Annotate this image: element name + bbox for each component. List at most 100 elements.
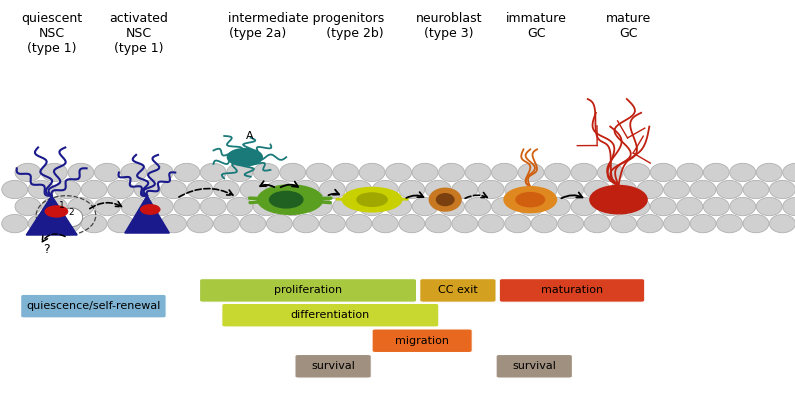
- Ellipse shape: [611, 180, 637, 198]
- Ellipse shape: [55, 215, 80, 233]
- Text: maturation: maturation: [541, 285, 603, 296]
- Ellipse shape: [293, 215, 319, 233]
- Ellipse shape: [452, 215, 478, 233]
- Ellipse shape: [704, 197, 729, 216]
- Circle shape: [45, 206, 68, 217]
- Ellipse shape: [730, 163, 756, 182]
- FancyBboxPatch shape: [295, 354, 371, 378]
- Ellipse shape: [41, 163, 68, 182]
- Ellipse shape: [730, 197, 756, 216]
- Ellipse shape: [332, 163, 359, 182]
- Ellipse shape: [690, 180, 716, 198]
- Ellipse shape: [439, 163, 464, 182]
- Ellipse shape: [386, 163, 412, 182]
- Ellipse shape: [121, 197, 147, 216]
- Ellipse shape: [227, 197, 253, 216]
- Ellipse shape: [412, 163, 438, 182]
- Ellipse shape: [505, 180, 530, 198]
- Ellipse shape: [436, 194, 454, 206]
- Ellipse shape: [518, 197, 544, 216]
- Ellipse shape: [386, 197, 412, 216]
- Ellipse shape: [15, 197, 41, 216]
- FancyArrowPatch shape: [406, 192, 424, 198]
- Ellipse shape: [29, 215, 54, 233]
- Circle shape: [504, 187, 556, 213]
- Ellipse shape: [346, 215, 372, 233]
- Ellipse shape: [650, 163, 677, 182]
- FancyBboxPatch shape: [372, 329, 472, 353]
- Text: quiescent
NSC
(type 1): quiescent NSC (type 1): [21, 12, 82, 55]
- Ellipse shape: [60, 208, 83, 227]
- Ellipse shape: [412, 197, 438, 216]
- Ellipse shape: [716, 215, 743, 233]
- Ellipse shape: [95, 197, 120, 216]
- Ellipse shape: [624, 197, 650, 216]
- Ellipse shape: [81, 180, 107, 198]
- Ellipse shape: [266, 215, 293, 233]
- Ellipse shape: [342, 187, 401, 212]
- Ellipse shape: [200, 197, 227, 216]
- Ellipse shape: [439, 197, 464, 216]
- Ellipse shape: [214, 180, 239, 198]
- Ellipse shape: [425, 215, 452, 233]
- Ellipse shape: [306, 197, 332, 216]
- Ellipse shape: [359, 197, 385, 216]
- Ellipse shape: [756, 163, 782, 182]
- Ellipse shape: [81, 215, 107, 233]
- Ellipse shape: [399, 215, 425, 233]
- Text: proliferation: proliferation: [274, 285, 342, 296]
- Ellipse shape: [505, 215, 530, 233]
- Ellipse shape: [783, 163, 795, 182]
- Ellipse shape: [147, 163, 173, 182]
- Text: quiescence/self-renewal: quiescence/self-renewal: [26, 301, 161, 311]
- Ellipse shape: [637, 215, 663, 233]
- Ellipse shape: [399, 180, 425, 198]
- Ellipse shape: [518, 163, 544, 182]
- Ellipse shape: [200, 163, 227, 182]
- Ellipse shape: [134, 215, 160, 233]
- Circle shape: [516, 193, 545, 207]
- Ellipse shape: [214, 215, 239, 233]
- Ellipse shape: [107, 215, 134, 233]
- FancyArrowPatch shape: [260, 181, 274, 187]
- FancyArrowPatch shape: [42, 234, 65, 242]
- Text: 1: 1: [59, 200, 65, 209]
- Ellipse shape: [161, 215, 187, 233]
- Ellipse shape: [68, 197, 94, 216]
- Ellipse shape: [107, 180, 134, 198]
- Circle shape: [141, 205, 160, 214]
- Ellipse shape: [372, 180, 398, 198]
- Ellipse shape: [743, 180, 769, 198]
- Ellipse shape: [187, 180, 213, 198]
- Ellipse shape: [147, 197, 173, 216]
- Text: survival: survival: [512, 361, 556, 371]
- FancyBboxPatch shape: [200, 279, 417, 302]
- Ellipse shape: [68, 163, 94, 182]
- Ellipse shape: [2, 215, 28, 233]
- Ellipse shape: [254, 197, 279, 216]
- Ellipse shape: [161, 180, 187, 198]
- Ellipse shape: [650, 197, 677, 216]
- Ellipse shape: [558, 180, 584, 198]
- Ellipse shape: [770, 180, 795, 198]
- Ellipse shape: [266, 180, 293, 198]
- FancyBboxPatch shape: [420, 279, 496, 302]
- Ellipse shape: [770, 215, 795, 233]
- Ellipse shape: [571, 197, 597, 216]
- Ellipse shape: [545, 163, 570, 182]
- Ellipse shape: [611, 215, 637, 233]
- Ellipse shape: [174, 197, 200, 216]
- Text: intermediate progenitors
(type 2a)          (type 2b): intermediate progenitors (type 2a) (type…: [228, 12, 384, 40]
- Ellipse shape: [783, 197, 795, 216]
- Text: CC exit: CC exit: [438, 285, 478, 296]
- Ellipse shape: [346, 180, 372, 198]
- Polygon shape: [26, 196, 77, 235]
- Ellipse shape: [254, 163, 279, 182]
- Text: differentiation: differentiation: [291, 310, 370, 320]
- Ellipse shape: [479, 215, 504, 233]
- Ellipse shape: [293, 180, 319, 198]
- FancyArrowPatch shape: [281, 182, 298, 187]
- Ellipse shape: [465, 197, 491, 216]
- FancyArrowPatch shape: [465, 193, 487, 198]
- Ellipse shape: [429, 188, 461, 211]
